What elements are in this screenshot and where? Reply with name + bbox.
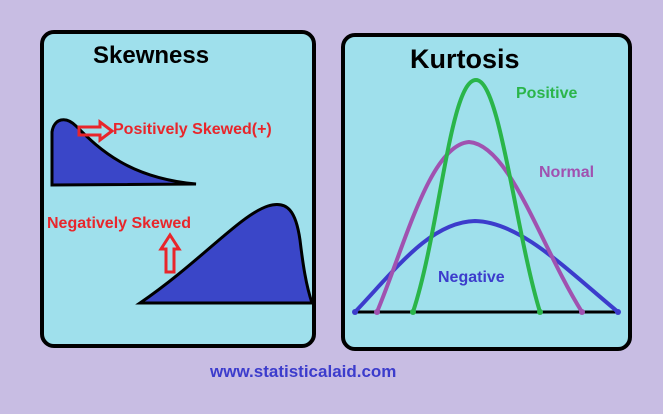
negative-kurtosis-label: Negative bbox=[438, 269, 505, 286]
kurtosis-panel bbox=[341, 33, 632, 351]
kurtosis-title: Kurtosis bbox=[410, 44, 520, 74]
curve-endpoint bbox=[615, 309, 621, 315]
curve-endpoint bbox=[352, 309, 358, 315]
positively-skewed-label: Positively Skewed(+) bbox=[113, 121, 272, 138]
positive-kurtosis-curve bbox=[411, 77, 542, 313]
curve-endpoint bbox=[537, 309, 543, 315]
up-arrow-icon bbox=[158, 232, 182, 274]
curve-endpoint bbox=[410, 309, 416, 315]
positive-skew-curve bbox=[50, 118, 197, 187]
normal-kurtosis-label: Normal bbox=[539, 164, 595, 181]
right-arrow-icon bbox=[77, 119, 115, 143]
negatively-skewed-label: Negatively Skewed bbox=[47, 215, 192, 232]
negative-skew-curve bbox=[135, 203, 315, 305]
curve-endpoint bbox=[579, 309, 585, 315]
normal-curve bbox=[375, 139, 584, 314]
website-url: www.statisticalaid.com bbox=[210, 362, 397, 381]
curve-endpoint bbox=[374, 309, 380, 315]
positive-kurtosis-label: Positive bbox=[516, 85, 578, 102]
skewness-title: Skewness bbox=[93, 42, 210, 69]
